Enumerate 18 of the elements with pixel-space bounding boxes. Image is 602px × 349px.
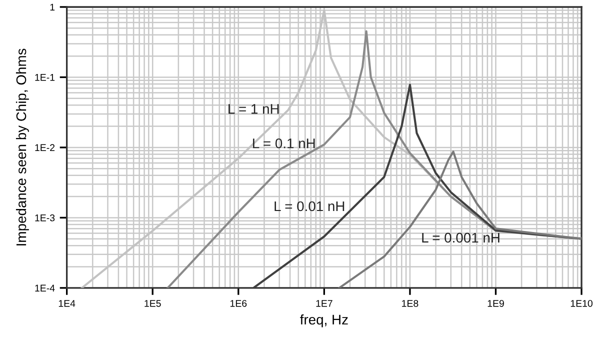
x-tick-label: 1E7 xyxy=(316,300,332,307)
x-tick-label: 1E10 xyxy=(570,300,593,307)
x-tick-label: 1E5 xyxy=(144,300,161,307)
x-tick-label: 1E9 xyxy=(488,300,504,307)
x-tick-label: 1E8 xyxy=(402,300,418,307)
y-tick-label: 1E-1 xyxy=(35,74,55,81)
y-tick-label: 1E-3 xyxy=(35,214,55,222)
y-tick-label: 1E-2 xyxy=(35,144,55,151)
x-axis-title: freq, Hz xyxy=(300,314,348,328)
y-tick-label: 1 xyxy=(50,4,55,11)
series-label: L = 0.1 nH xyxy=(253,138,315,148)
x-tick-label: 1E6 xyxy=(230,300,247,307)
series-label: L = 0.01 nH xyxy=(274,201,344,212)
series-label: L = 0.001 nH xyxy=(422,232,500,243)
x-tick-label: 1E4 xyxy=(58,300,76,307)
y-tick-label: 1E-4 xyxy=(35,284,55,292)
y-axis-title: Impedance seen by Chip, Ohms xyxy=(16,48,29,246)
series-label: L = 1 nH xyxy=(228,104,279,114)
